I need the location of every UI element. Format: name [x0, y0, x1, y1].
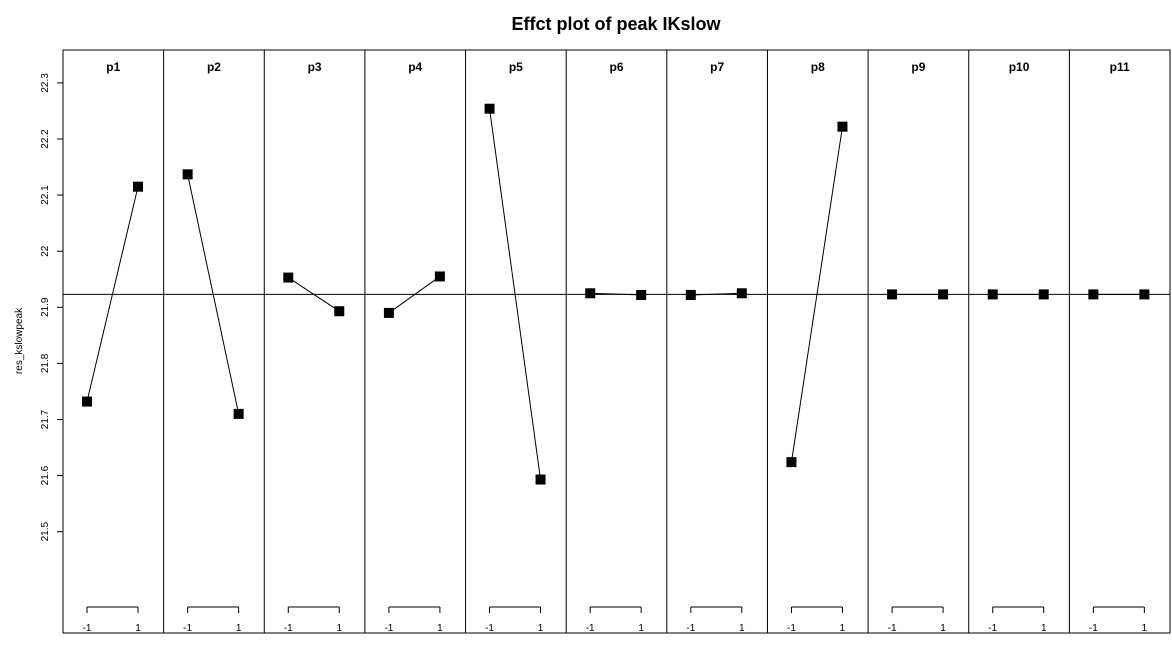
x-tick-label: 1: [940, 623, 946, 634]
panel-label-p9: p9: [911, 60, 925, 74]
x-tick-label: -1: [787, 623, 796, 634]
x-tick-label: 1: [1142, 623, 1148, 634]
x-tick-label: -1: [485, 623, 494, 634]
data-point-p8-1: [837, 121, 848, 132]
data-point-p3-1: [334, 306, 345, 317]
panel-label-p2: p2: [207, 60, 221, 74]
x-tick-label: 1: [840, 623, 846, 634]
plot-frame: [62, 49, 1171, 634]
data-point-p8--1: [786, 457, 797, 468]
x-tick-label: -1: [83, 623, 92, 634]
panel-label-p5: p5: [509, 60, 523, 74]
x-tick-label: -1: [888, 623, 897, 634]
x-tick-label: -1: [686, 623, 695, 634]
panel-label-p3: p3: [308, 60, 322, 74]
effect-line-p2: [187, 174, 240, 414]
data-point-p3--1: [283, 272, 294, 283]
y-axis-label: res_kslowpeak: [14, 307, 25, 374]
y-tick-label: 21.5: [40, 522, 51, 542]
x-tick-label: -1: [988, 623, 997, 634]
effect-line-p6: [590, 292, 642, 296]
y-tick-label: 22.3: [40, 73, 51, 93]
data-point-p9--1: [887, 289, 898, 300]
data-point-p7-1: [736, 288, 747, 299]
panel-label-p6: p6: [609, 60, 623, 74]
x-tick-label: 1: [1041, 623, 1047, 634]
data-point-p4-1: [434, 271, 445, 282]
panel-label-p1: p1: [106, 60, 120, 74]
panel-label-p4: p4: [408, 60, 422, 74]
y-tick-label: 21.7: [40, 409, 51, 429]
data-point-p6--1: [585, 288, 596, 299]
data-point-p10-1: [1038, 289, 1049, 300]
data-point-p11-1: [1139, 289, 1150, 300]
effect-line-p7: [690, 292, 742, 296]
x-tick-label: 1: [437, 623, 443, 634]
x-tick-label: 1: [638, 623, 644, 634]
effect-line-p8: [790, 126, 843, 463]
x-tick-label: 1: [236, 623, 242, 634]
data-point-p10--1: [987, 289, 998, 300]
data-point-p7--1: [685, 289, 696, 300]
data-point-p11--1: [1088, 289, 1099, 300]
data-point-p6-1: [636, 289, 647, 300]
effect-line-p5: [489, 108, 542, 480]
x-tick-label: 1: [336, 623, 342, 634]
x-tick-label: 1: [135, 623, 141, 634]
data-point-p5-1: [535, 474, 546, 485]
data-point-p5--1: [484, 103, 495, 114]
panel-label-p8: p8: [811, 60, 825, 74]
chart-title: Effct plot of peak IKslow: [511, 14, 721, 34]
x-tick-label: 1: [538, 623, 544, 634]
x-tick-label: -1: [586, 623, 595, 634]
x-tick-label: 1: [739, 623, 745, 634]
x-tick-label: -1: [1089, 623, 1098, 634]
effect-line-p4: [388, 276, 441, 314]
x-tick-label: -1: [384, 623, 393, 634]
data-point-p1-1: [133, 181, 143, 192]
data-point-p1--1: [82, 396, 92, 407]
panel-label-p10: p10: [1009, 60, 1030, 74]
y-tick-label: 22.2: [40, 129, 51, 149]
y-tick-label: 21.9: [40, 297, 51, 317]
data-point-p2-1: [233, 408, 244, 419]
panel-label-p11: p11: [1110, 60, 1130, 74]
y-tick-label: 22.1: [40, 185, 51, 205]
y-tick-label: 22: [40, 245, 51, 257]
x-tick-label: -1: [183, 623, 192, 634]
y-tick-label: 21.8: [40, 353, 51, 373]
effect-line-p1: [86, 186, 139, 402]
data-point-p2--1: [182, 169, 193, 180]
effect-line-p3: [287, 277, 340, 312]
y-tick-label: 21.6: [40, 465, 51, 485]
data-point-p9-1: [938, 289, 949, 300]
panel-label-p7: p7: [710, 60, 724, 74]
data-point-p4--1: [383, 307, 394, 318]
x-tick-label: -1: [284, 623, 293, 634]
